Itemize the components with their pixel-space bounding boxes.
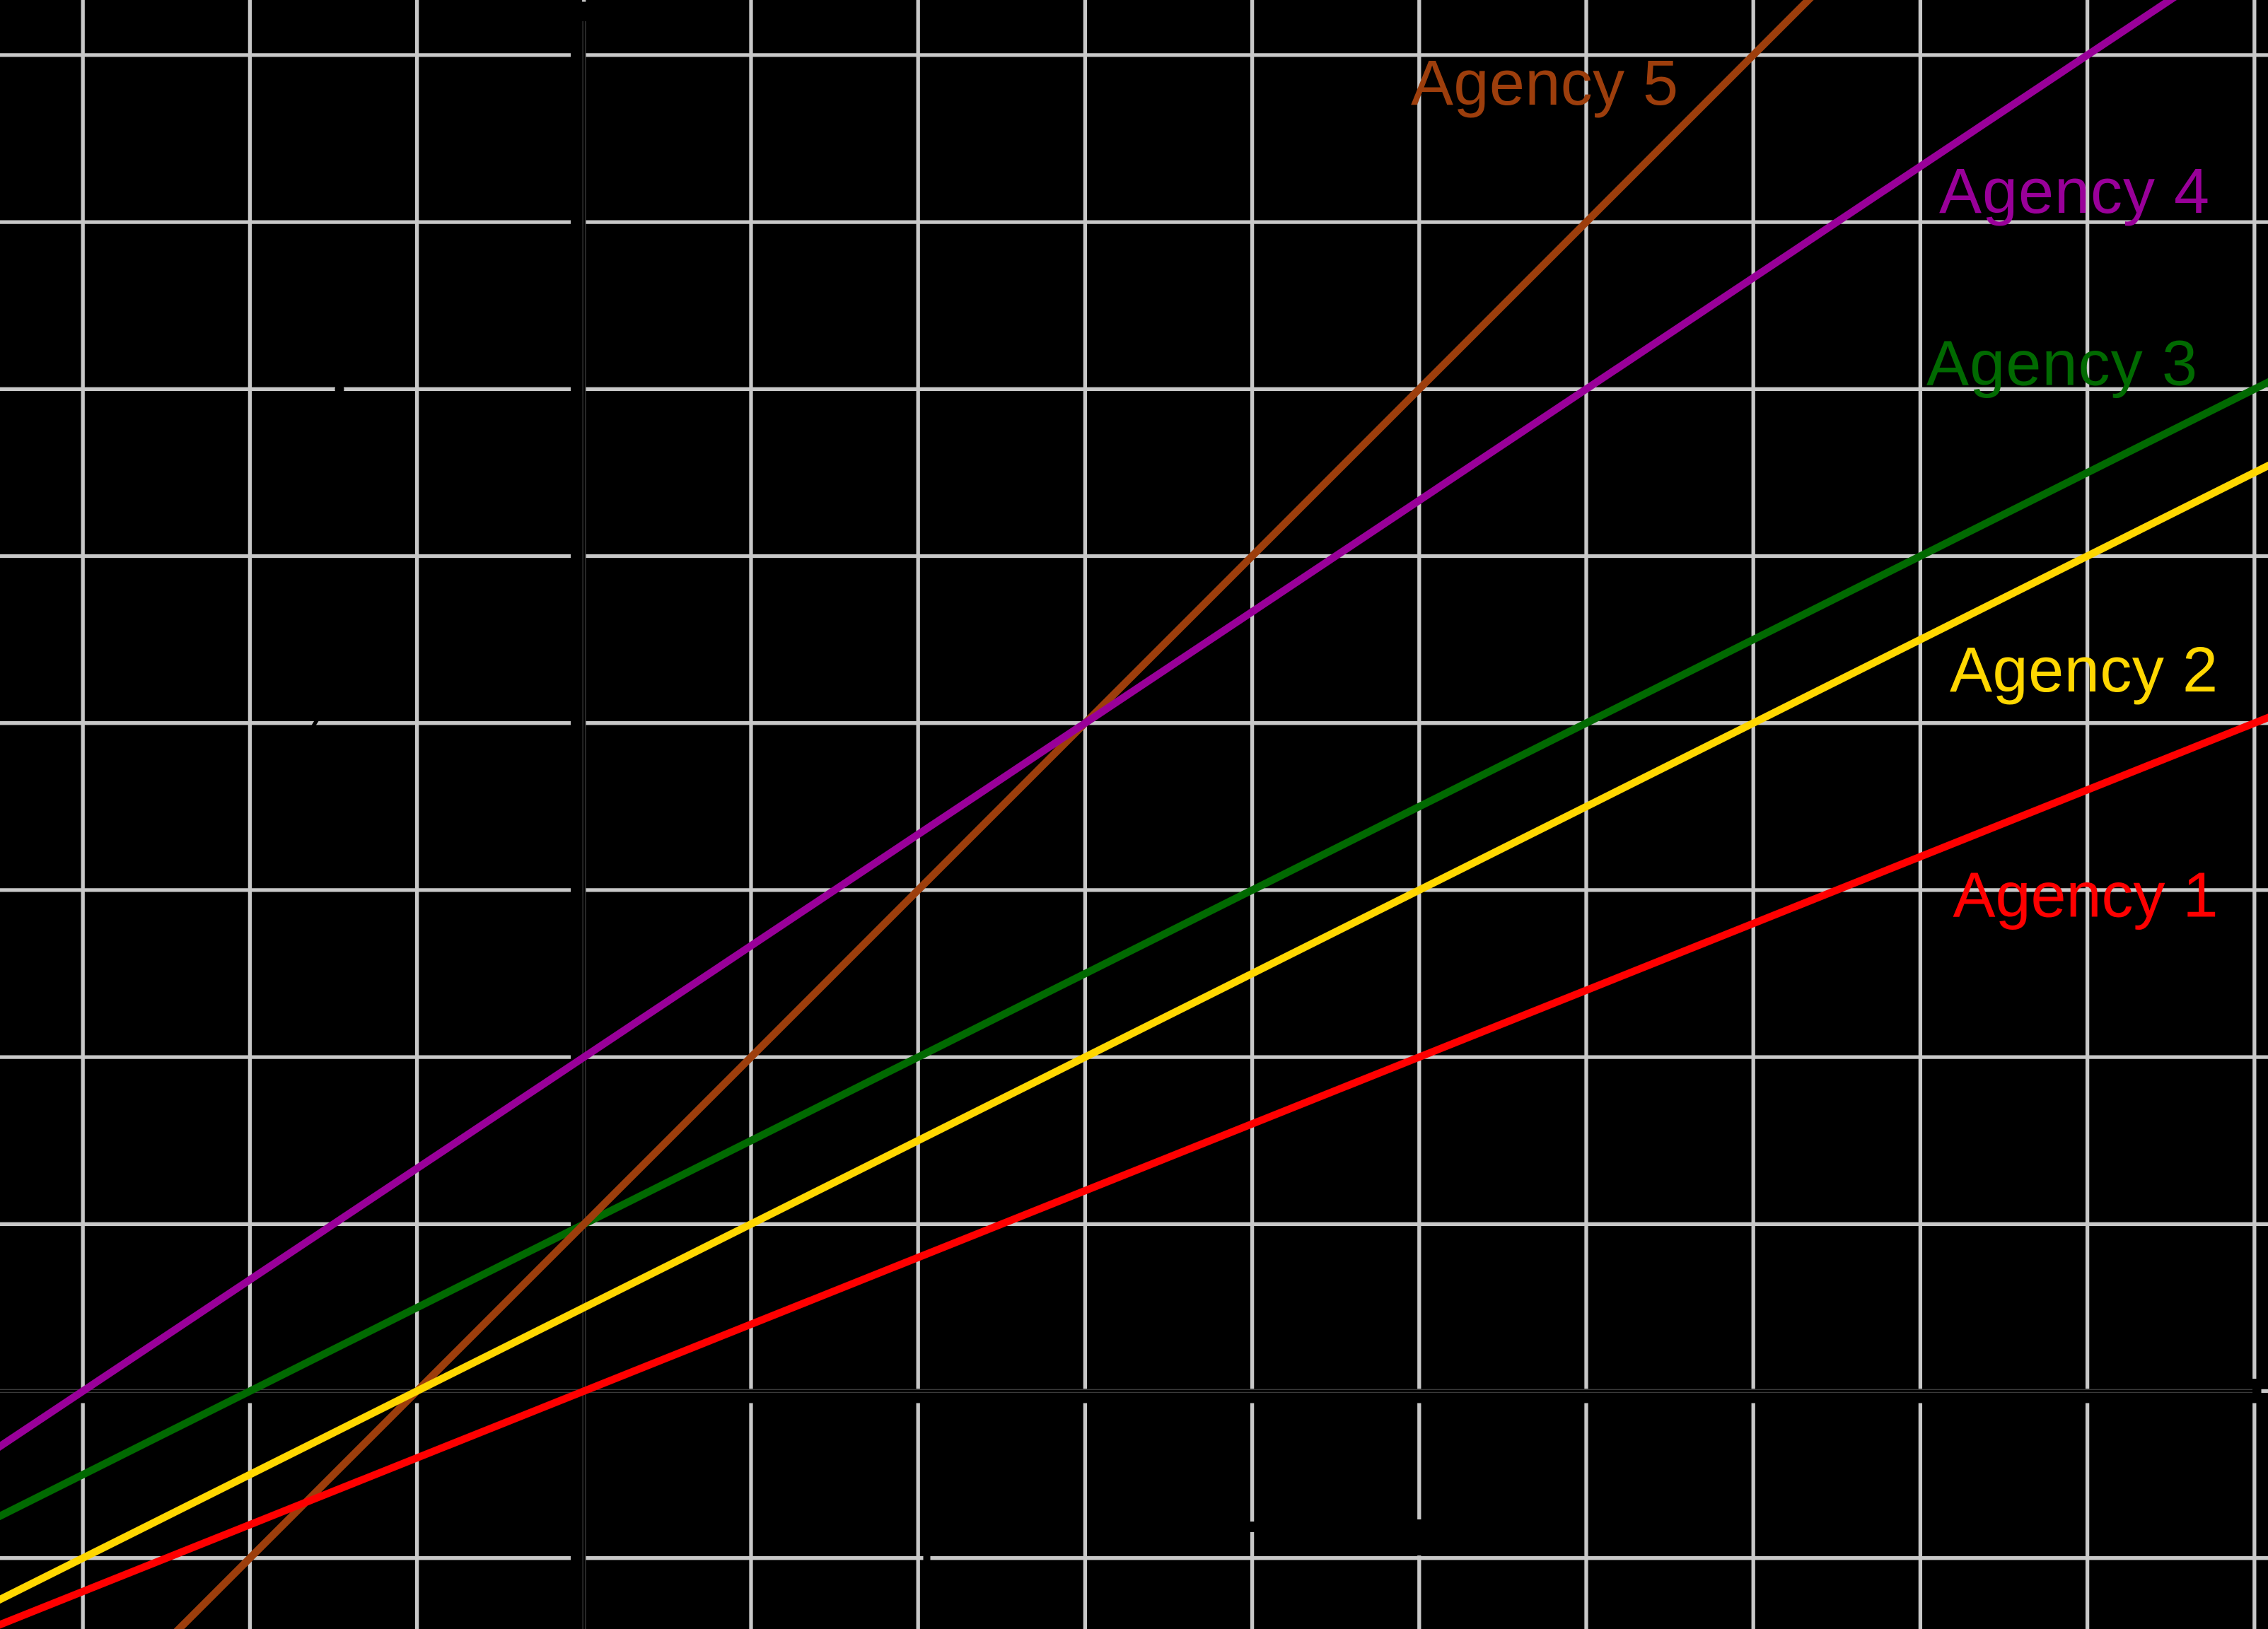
- svg-text:Agency 2: Agency 2: [1950, 635, 2218, 706]
- svg-text:Agency 1: Agency 1: [1953, 860, 2218, 930]
- svg-text:Agency 5: Agency 5: [1411, 48, 1678, 119]
- svg-text:Agency 4: Agency 4: [1939, 156, 2209, 227]
- svg-text:Agency 3: Agency 3: [1926, 329, 2197, 399]
